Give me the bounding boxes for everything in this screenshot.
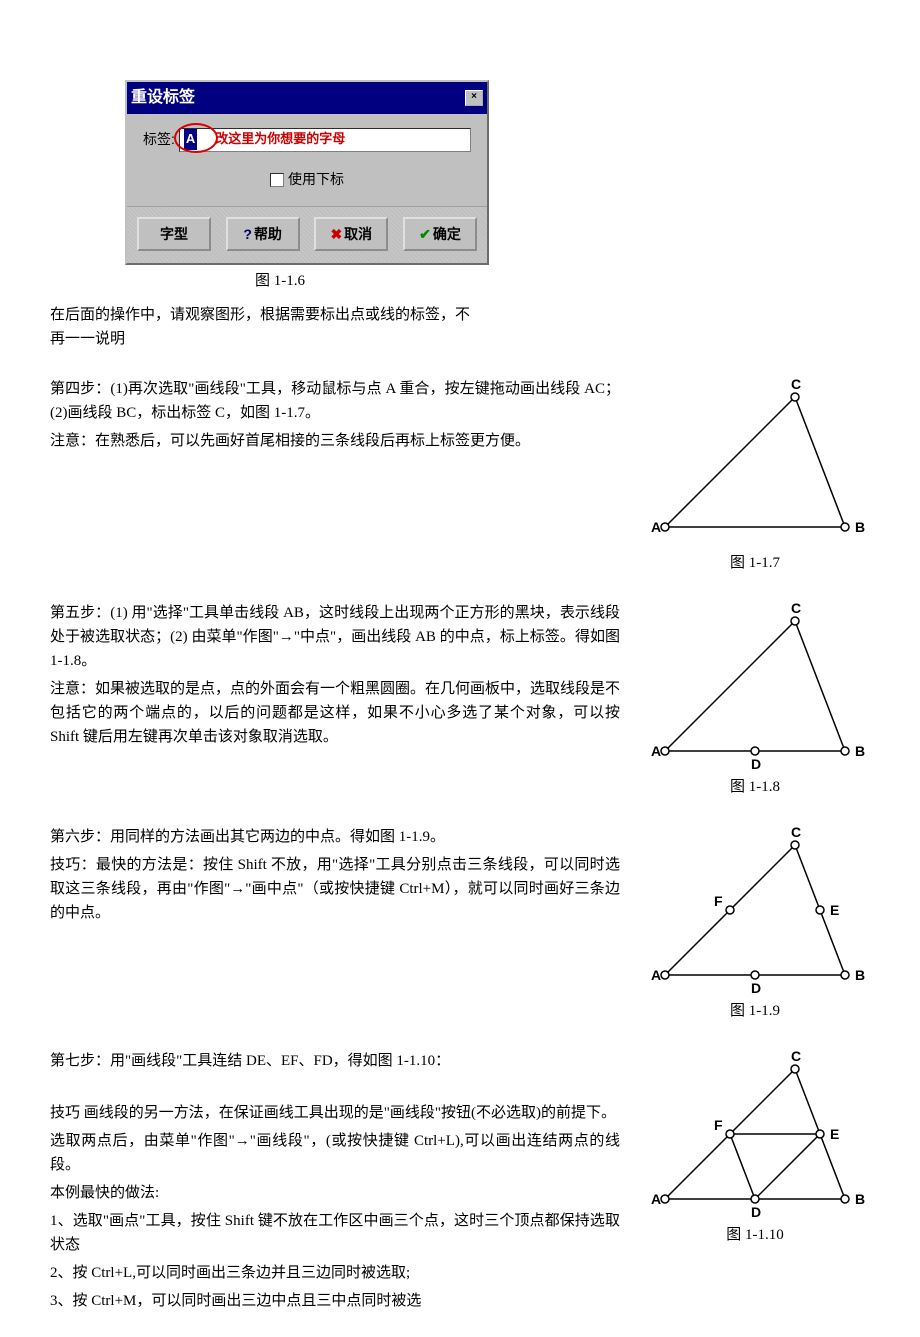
help-button[interactable]: ?帮助 — [226, 217, 300, 251]
step-5-p2: 注意：如果被选取的是点，点的外面会有一个粗黑圆圈。在几何画板中，选取线段是不包括… — [50, 677, 620, 749]
label-field-row: 标签: A 改这里为你想要的字母 — [143, 128, 471, 152]
dialog-titlebar: 重设标签 × — [127, 82, 487, 114]
help-icon: ? — [243, 223, 252, 245]
triangle-full-svg: A B C D E F — [645, 1049, 865, 1219]
figure-1-1-7: A B C 图 1-1.7 — [640, 377, 870, 575]
svg-text:D: D — [751, 1204, 761, 1219]
svg-text:E: E — [830, 902, 839, 918]
checkbox-row: 使用下标 — [143, 168, 471, 190]
label-input[interactable]: A 改这里为你想要的字母 — [179, 128, 471, 152]
cancel-button[interactable]: ✖取消 — [314, 217, 388, 251]
figure-1-1-7-caption: 图 1-1.7 — [640, 551, 870, 575]
step-5-text: 第五步：(1) 用"选择"工具单击线段 AB，这时线段上出现两个正方形的黑块，表… — [50, 601, 620, 753]
dialog-figure: 重设标签 × 标签: A 改这里为你想要的字母 使用下标 字型 ?帮助 ✖取消 … — [125, 80, 870, 293]
svg-text:C: C — [791, 601, 801, 616]
svg-text:A: A — [651, 743, 661, 759]
svg-text:B: B — [855, 1191, 865, 1207]
step-7-text: 第七步：用"画线段"工具连结 DE、EF、FD，得如图 1-1.10： 技巧 画… — [50, 1049, 620, 1317]
step-4-p2: 注意：在熟悉后，可以先画好首尾相接的三条线段后再标上标签更方便。 — [50, 429, 620, 453]
dialog-body: 标签: A 改这里为你想要的字母 使用下标 — [127, 114, 487, 206]
step-6-section: 第六步：用同样的方法画出其它两边的中点。得如图 1-1.9。 技巧：最快的方法是… — [50, 825, 870, 1023]
figure-1-1-9: A B C D E F 图 1-1.9 — [640, 825, 870, 1023]
step-7-p4: 本例最快的做法: — [50, 1181, 620, 1205]
figure-1-1-8-caption: 图 1-1.8 — [640, 775, 870, 799]
after-dialog-note: 在后面的操作中，请观察图形，根据需要标出点或线的标签，不再一一说明 — [50, 303, 470, 351]
step-4-text: 第四步：(1)再次选取"画线段"工具，移动鼠标与点 A 重合，按左键拖动画出线段… — [50, 377, 620, 457]
svg-text:A: A — [651, 519, 661, 535]
svg-text:B: B — [855, 519, 865, 535]
ok-icon: ✔ — [419, 223, 431, 245]
svg-text:F: F — [714, 1117, 723, 1133]
svg-text:B: B — [855, 743, 865, 759]
svg-text:A: A — [651, 1191, 661, 1207]
step-4-section: 第四步：(1)再次选取"画线段"工具，移动鼠标与点 A 重合，按左键拖动画出线段… — [50, 377, 870, 575]
step-7-p2: 技巧 画线段的另一方法，在保证画线工具出现的是"画线段"按钮(不必选取)的前提下… — [50, 1101, 620, 1125]
checkbox-label: 使用下标 — [288, 171, 344, 187]
svg-text:C: C — [791, 377, 801, 392]
svg-text:E: E — [830, 1126, 839, 1142]
step-5-section: 第五步：(1) 用"选择"工具单击线段 AB，这时线段上出现两个正方形的黑块，表… — [50, 601, 870, 799]
input-hint: 改这里为你想要的字母 — [215, 129, 345, 150]
svg-text:F: F — [714, 893, 723, 909]
step-7-p3: 选取两点后，由菜单"作图"→"画线段"，(或按快捷键 Ctrl+L),可以画出连… — [50, 1129, 620, 1177]
step-4-p1: 第四步：(1)再次选取"画线段"工具，移动鼠标与点 A 重合，按左键拖动画出线段… — [50, 377, 620, 425]
svg-text:C: C — [791, 1049, 801, 1064]
step-6-text: 第六步：用同样的方法画出其它两边的中点。得如图 1-1.9。 技巧：最快的方法是… — [50, 825, 620, 929]
figure-1-1-10-caption: 图 1-1.10 — [640, 1223, 870, 1247]
close-icon[interactable]: × — [465, 90, 483, 106]
triangle-abc-svg: A B C — [645, 377, 865, 547]
label-text: 标签: — [143, 128, 175, 150]
triangle-mid-svg: A B C D E F — [645, 825, 865, 995]
svg-text:D: D — [751, 980, 761, 995]
svg-text:D: D — [751, 756, 761, 771]
svg-text:B: B — [855, 967, 865, 983]
figure-1-1-9-caption: 图 1-1.9 — [640, 999, 870, 1023]
dialog-title: 重设标签 — [131, 85, 195, 111]
svg-text:C: C — [791, 825, 801, 840]
figure-1-1-6-caption: 图 1-1.6 — [255, 269, 870, 293]
step-6-p1: 第六步：用同样的方法画出其它两边的中点。得如图 1-1.9。 — [50, 825, 620, 849]
step-7-p1: 第七步：用"画线段"工具连结 DE、EF、FD，得如图 1-1.10： — [50, 1049, 620, 1073]
label-input-value: A — [184, 129, 197, 150]
figure-1-1-8: A B C D 图 1-1.8 — [640, 601, 870, 799]
step-7-p7: 3、按 Ctrl+M，可以同时画出三边中点且三中点同时被选 — [50, 1289, 620, 1313]
step-6-p2: 技巧：最快的方法是：按住 Shift 不放，用"选择"工具分别点击三条线段，可以… — [50, 853, 620, 925]
dialog-buttons: 字型 ?帮助 ✖取消 ✔确定 — [127, 206, 487, 263]
svg-text:A: A — [651, 967, 661, 983]
step-5-p1: 第五步：(1) 用"选择"工具单击线段 AB，这时线段上出现两个正方形的黑块，表… — [50, 601, 620, 673]
step-7-p6: 2、按 Ctrl+L,可以同时画出三条边并且三边同时被选取; — [50, 1261, 620, 1285]
subscript-checkbox[interactable] — [270, 173, 284, 187]
figure-1-1-10: A B C D E F 图 1-1.10 — [640, 1049, 870, 1247]
ok-button[interactable]: ✔确定 — [403, 217, 477, 251]
triangle-abcd-svg: A B C D — [645, 601, 865, 771]
rename-label-dialog: 重设标签 × 标签: A 改这里为你想要的字母 使用下标 字型 ?帮助 ✖取消 … — [125, 80, 489, 265]
font-button[interactable]: 字型 — [137, 217, 211, 251]
step-7-section: 第七步：用"画线段"工具连结 DE、EF、FD，得如图 1-1.10： 技巧 画… — [50, 1049, 870, 1317]
step-7-p5: 1、选取"画点"工具，按住 Shift 键不放在工作区中画三个点，这时三个顶点都… — [50, 1209, 620, 1257]
cancel-icon: ✖ — [330, 223, 342, 245]
